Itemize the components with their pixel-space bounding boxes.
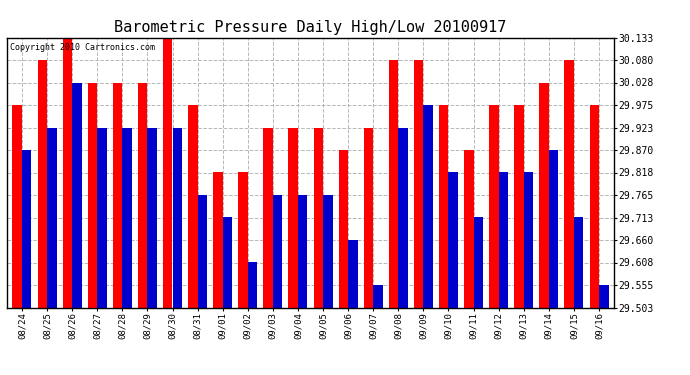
Bar	[238, 172, 248, 308]
Title: Barometric Pressure Daily High/Low 20100917: Barometric Pressure Daily High/Low 20100…	[115, 20, 506, 35]
Bar	[549, 150, 558, 308]
Bar	[489, 105, 499, 308]
Bar	[339, 150, 348, 308]
Bar	[364, 128, 373, 308]
Bar	[298, 195, 308, 308]
Bar	[388, 60, 398, 308]
Bar	[599, 285, 609, 308]
Bar	[148, 128, 157, 308]
Bar	[12, 105, 22, 308]
Bar	[213, 172, 223, 308]
Bar	[248, 262, 257, 308]
Bar	[122, 128, 132, 308]
Bar	[424, 105, 433, 308]
Bar	[163, 38, 172, 308]
Bar	[72, 82, 81, 308]
Bar	[540, 82, 549, 308]
Bar	[464, 150, 473, 308]
Bar	[439, 105, 449, 308]
Bar	[197, 195, 207, 308]
Bar	[47, 128, 57, 308]
Bar	[348, 240, 357, 308]
Bar	[473, 217, 483, 308]
Bar	[448, 172, 458, 308]
Bar	[264, 128, 273, 308]
Bar	[88, 82, 97, 308]
Bar	[112, 82, 122, 308]
Bar	[22, 150, 32, 308]
Bar	[589, 105, 599, 308]
Bar	[323, 195, 333, 308]
Bar	[97, 128, 107, 308]
Bar	[574, 217, 584, 308]
Text: Copyright 2010 Cartronics.com: Copyright 2010 Cartronics.com	[10, 43, 155, 52]
Bar	[398, 128, 408, 308]
Bar	[172, 128, 182, 308]
Bar	[514, 105, 524, 308]
Bar	[524, 172, 533, 308]
Bar	[273, 195, 282, 308]
Bar	[188, 105, 197, 308]
Bar	[63, 38, 72, 308]
Bar	[223, 217, 233, 308]
Bar	[138, 82, 148, 308]
Bar	[499, 172, 509, 308]
Bar	[313, 128, 323, 308]
Bar	[288, 128, 298, 308]
Bar	[37, 60, 47, 308]
Bar	[564, 60, 574, 308]
Bar	[373, 285, 383, 308]
Bar	[414, 60, 424, 308]
